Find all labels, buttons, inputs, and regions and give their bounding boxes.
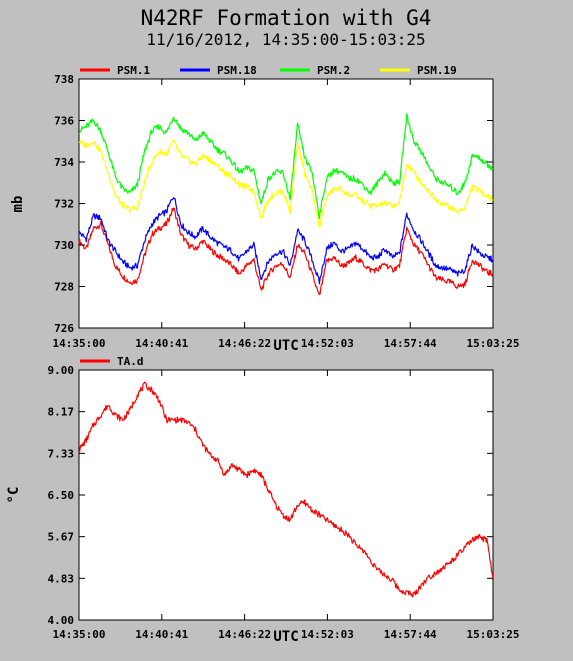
temperature-y-ticks: 4.00 4.83 5.67 6.50 7.33 8.17 9.00 [48,364,493,627]
series-line-psm-1 [78,207,494,296]
y-tick-label: 8.17 [48,406,75,419]
x-tick-label: 14:46:22 [218,337,271,350]
pressure-y-ticks: 726 728 730 732 734 736 738 [54,73,493,335]
pressure-x-ticks: 14:35:00 14:40:41 14:46:22 14:52:03 14:57:44… [53,79,520,350]
temperature-y-axis-label: °C [6,487,22,504]
x-tick-label: 14:52:03 [301,337,354,350]
y-tick-label: 728 [54,281,74,294]
x-tick-label: 15:03:25 [467,628,520,641]
pressure-plot-area [78,78,494,329]
x-tick-label: 14:52:03 [301,628,354,641]
y-tick-label: 734 [54,156,74,169]
temperature-x-axis-label: UTC [273,629,298,645]
y-tick-label: 730 [54,239,74,252]
series-line-psm-18 [78,197,494,285]
x-tick-label: 14:35:00 [53,337,106,350]
temperature-series-group [78,381,494,598]
pressure-x-axis-label: UTC [273,338,298,354]
y-tick-label: 5.67 [48,531,75,544]
series-line-psm-19 [78,139,494,228]
chart-subtitle: 11/16/2012, 14:35:00-15:03:25 [146,30,425,49]
y-tick-label: 7.33 [48,447,75,460]
pressure-series-group [78,113,494,296]
pressure-y-axis-label: mb [10,196,26,213]
legend-label: PSM.19 [417,64,457,77]
legend-label: PSM.1 [117,64,150,77]
x-tick-label: 14:40:41 [135,628,188,641]
x-tick-label: 14:35:00 [53,628,106,641]
series-line-ta-d [78,381,494,598]
y-tick-label: 726 [54,322,74,335]
legend-label: TA.d [117,355,144,368]
legend-label: PSM.2 [317,64,350,77]
x-tick-label: 15:03:25 [467,337,520,350]
y-tick-label: 9.00 [48,364,75,377]
series-line-psm-2 [78,113,494,220]
temperature-x-ticks: 14:35:00 14:40:41 14:46:22 14:52:03 14:57:44… [53,370,520,641]
x-tick-label: 14:57:44 [384,628,437,641]
y-tick-label: 736 [54,115,74,128]
y-tick-label: 738 [54,73,74,86]
y-tick-label: 732 [54,198,74,211]
x-tick-label: 14:40:41 [135,337,188,350]
temperature-panel: 4.004.835.676.507.338.179.00 14:35:00 14:… [6,355,519,645]
y-tick-label: 6.50 [48,489,75,502]
y-tick-label: 4.00 [48,614,75,627]
temperature-legend: TA.d [80,355,144,368]
temperature-plot-area [78,369,494,621]
chart-title: N42RF Formation with G4 [141,6,432,30]
x-tick-label: 14:57:44 [384,337,437,350]
legend-label: PSM.18 [217,64,257,77]
x-tick-label: 14:46:22 [218,628,271,641]
y-tick-label: 4.83 [48,572,75,585]
pressure-legend: PSM.1 PSM.18 PSM.2 PSM.19 [80,64,457,77]
